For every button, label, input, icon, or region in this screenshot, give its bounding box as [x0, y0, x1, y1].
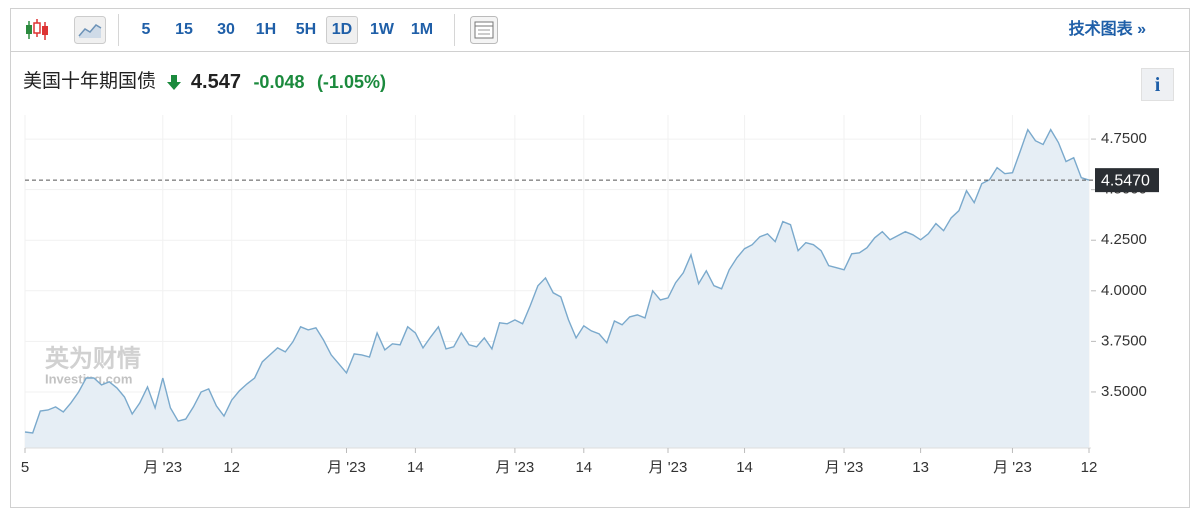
x-tick-label: 13 [912, 459, 929, 476]
x-tick-label: 月 '23 [143, 459, 182, 476]
last-price-label: 4.5470 [1101, 172, 1150, 189]
line [24, 128, 1090, 434]
area [25, 129, 1089, 448]
x-tick-label: 12 [223, 459, 240, 476]
separator [454, 14, 455, 46]
candlestick-icon[interactable] [24, 18, 50, 42]
instrument-name: 美国十年期国债 [23, 71, 157, 92]
period-button[interactable]: 5H [295, 21, 317, 38]
x-tick-label: 月 '23 [327, 459, 366, 476]
x-tick-label: 12 [1081, 459, 1098, 476]
period-button[interactable]: 1M [410, 21, 434, 38]
x-tick-label: 月 '23 [649, 459, 688, 476]
x-tick-label: 月 '23 [496, 459, 535, 476]
period-button[interactable]: 1D [326, 16, 358, 44]
down-arrow [167, 75, 182, 90]
y-tick-label: 3.7500 [1101, 332, 1147, 349]
line-chart-icon[interactable] [74, 16, 106, 44]
x-tick-label: 14 [407, 459, 424, 476]
last-price: 4.547 [190, 71, 241, 93]
info-button[interactable]: i [1141, 68, 1174, 101]
x-tick-label: 14 [575, 459, 592, 476]
y-tick-label: 3.5000 [1101, 383, 1147, 400]
table-icon[interactable] [470, 16, 498, 44]
x-tick-label: 14 [736, 459, 753, 476]
x-tick-label: 月 '23 [825, 459, 864, 476]
x-tick-label: 月 '23 [993, 459, 1032, 476]
watermark-brand: 英为财情 [45, 345, 141, 372]
separator [118, 14, 119, 46]
x-tick-label: 5 [21, 459, 29, 476]
toolbar: 5 15 30 1H 5H 1D 1W 1M 技术图表 » [10, 8, 1190, 52]
period-button[interactable]: 30 [217, 21, 235, 38]
y-tick-label: 4.2500 [1101, 231, 1147, 248]
price-change-pct: (-1.05%) [316, 72, 386, 92]
quote-header: 美国十年期国债 4.547 -0.048 (-1.05%) [23, 68, 386, 96]
period-button[interactable]: 15 [175, 21, 193, 38]
period-button[interactable]: 5 [141, 21, 151, 38]
y-tick-label: 4.0000 [1101, 282, 1147, 299]
y-tick-label: 4.7500 [1101, 130, 1147, 147]
last-price-tag [1095, 168, 1159, 193]
technical-chart-link[interactable]: 技术图表 » [1068, 21, 1146, 38]
price-change: -0.048 [253, 72, 305, 92]
period-button[interactable]: 1H [255, 21, 277, 38]
period-button[interactable]: 1W [370, 21, 394, 38]
